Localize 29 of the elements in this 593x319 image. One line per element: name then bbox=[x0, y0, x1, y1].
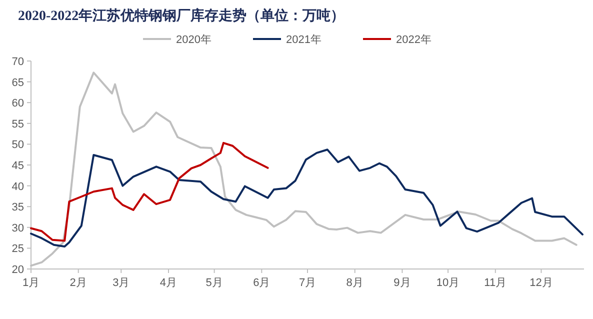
legend-label: 2020年 bbox=[176, 34, 212, 46]
x-tick-label: 6月 bbox=[253, 277, 270, 289]
y-tick-label: 20 bbox=[12, 264, 24, 276]
x-tick-label: 4月 bbox=[160, 277, 178, 289]
x-tick-label: 3月 bbox=[112, 277, 130, 289]
y-tick-label: 55 bbox=[12, 118, 24, 130]
line-series bbox=[30, 148, 584, 248]
y-tick-label: 35 bbox=[12, 202, 24, 214]
y-tick-label: 40 bbox=[12, 180, 24, 193]
y-tick-label: 30 bbox=[12, 222, 24, 234]
x-tick-label: 8月 bbox=[346, 277, 364, 289]
y-tick-label: 50 bbox=[12, 139, 24, 152]
x-tick-label: 2月 bbox=[70, 277, 87, 289]
x-tick-label: 11月 bbox=[484, 277, 507, 289]
y-tick-label: 60 bbox=[12, 98, 24, 110]
legend-label: 2022年 bbox=[396, 34, 432, 46]
x-tick-label: 1月 bbox=[22, 277, 40, 289]
y-tick-label: 45 bbox=[12, 160, 24, 172]
line-series bbox=[30, 142, 269, 242]
y-tick-label: 65 bbox=[12, 76, 24, 89]
x-tick-label: 10月 bbox=[436, 277, 460, 289]
legend-label: 2021年 bbox=[286, 34, 322, 46]
chart-title: 2020-2022年江苏优特钢钢厂库存走势（单位：万吨） bbox=[18, 7, 345, 24]
x-tick-label: 12月 bbox=[530, 277, 553, 289]
x-tick-label: 9月 bbox=[394, 277, 411, 289]
x-tick-label: 7月 bbox=[298, 277, 316, 289]
y-tick-label: 70 bbox=[12, 56, 24, 68]
x-tick-label: 5月 bbox=[206, 277, 223, 289]
y-tick-label: 25 bbox=[12, 243, 24, 256]
